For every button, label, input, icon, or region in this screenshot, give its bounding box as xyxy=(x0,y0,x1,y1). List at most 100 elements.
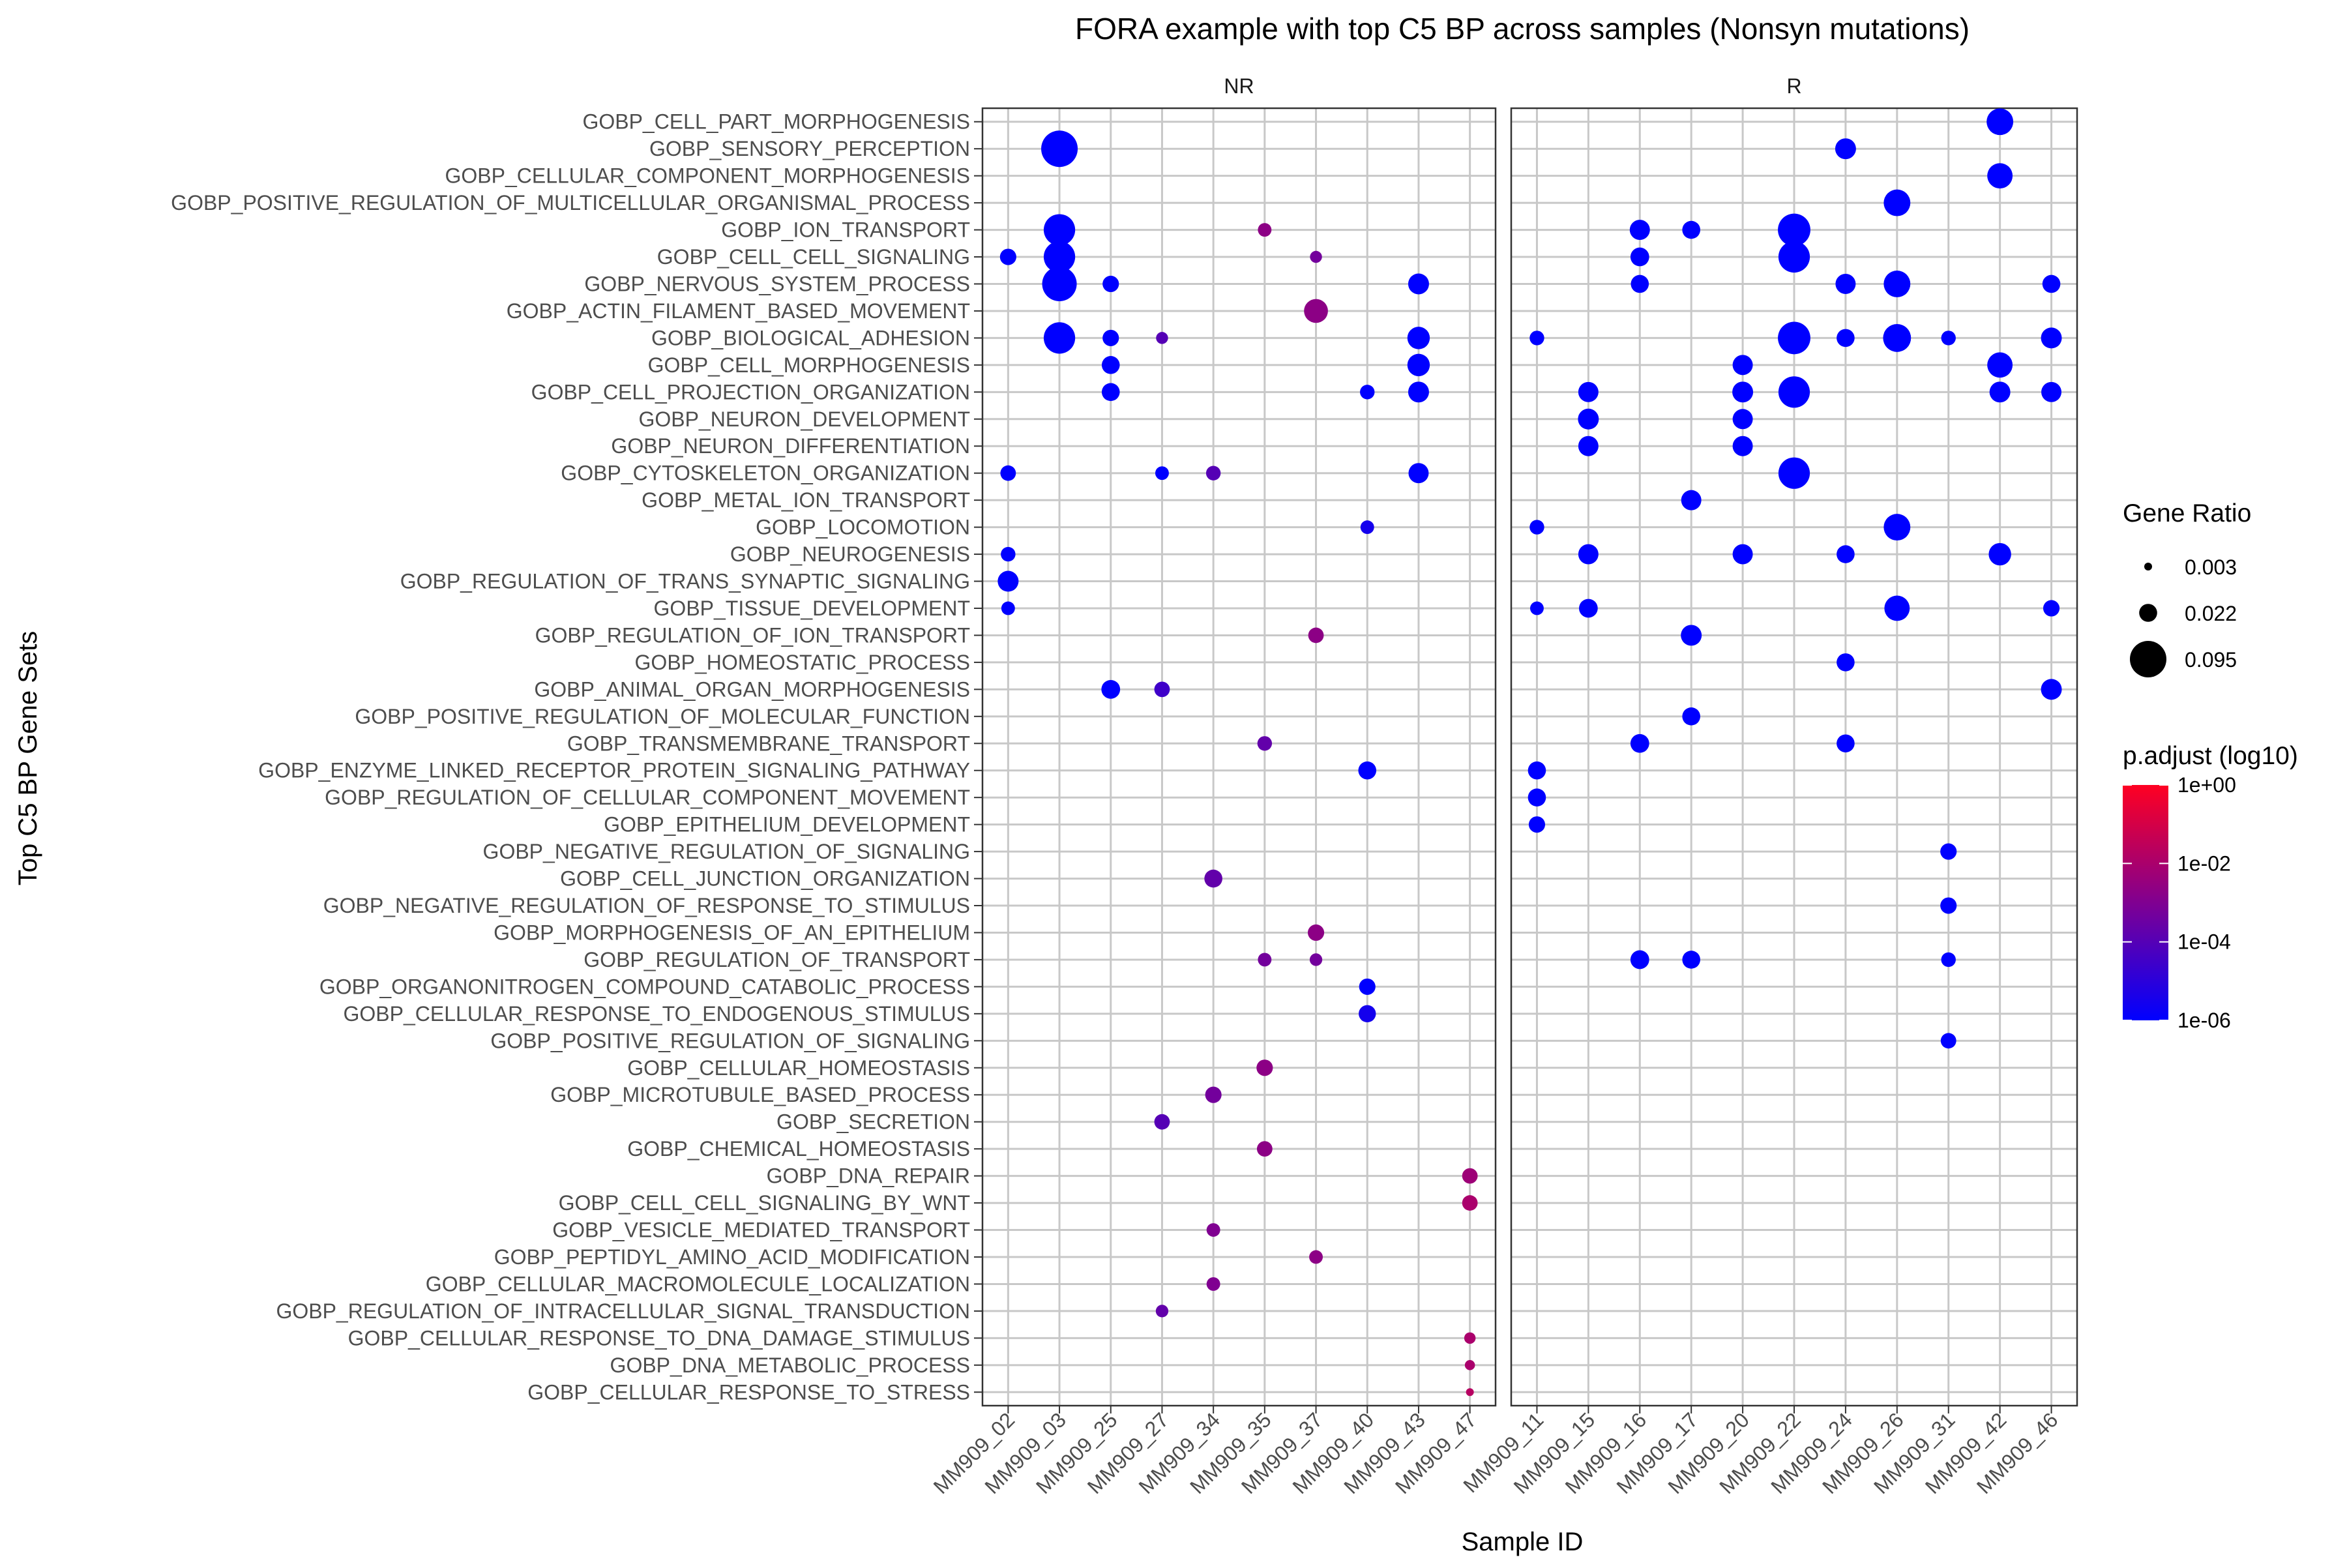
data-point xyxy=(1732,436,1753,456)
data-point xyxy=(1528,761,1546,780)
color-bar xyxy=(2123,785,2168,1020)
data-point xyxy=(1988,542,2011,566)
y-tick-label: GOBP_REGULATION_OF_TRANSPORT xyxy=(583,948,970,971)
data-point xyxy=(1987,163,2013,189)
data-point xyxy=(1001,546,1016,562)
size-legend-key xyxy=(2144,563,2152,570)
y-tick-label: GOBP_EPITHELIUM_DEVELOPMENT xyxy=(604,813,970,836)
y-tick-label: GOBP_CELL_PROJECTION_ORGANIZATION xyxy=(531,380,970,404)
y-tick-label: GOBP_BIOLOGICAL_ADHESION xyxy=(651,326,970,349)
data-point xyxy=(2043,600,2060,617)
data-point xyxy=(1578,544,1599,565)
y-tick-label: GOBP_CELL_CELL_SIGNALING xyxy=(657,245,970,269)
data-point xyxy=(1043,322,1076,354)
y-tick-label: GOBP_ION_TRANSPORT xyxy=(721,218,970,242)
data-point xyxy=(1682,220,1700,239)
data-point xyxy=(1205,1086,1222,1103)
data-point xyxy=(1778,376,1810,408)
data-point xyxy=(1309,1250,1323,1264)
y-tick-label: GOBP_CELLULAR_MACROMOLECULE_LOCALIZATION xyxy=(426,1272,970,1295)
data-point xyxy=(1206,1277,1220,1291)
data-point xyxy=(1358,761,1377,780)
y-tick-label: GOBP_NERVOUS_SYSTEM_PROCESS xyxy=(584,272,970,295)
data-point xyxy=(997,570,1019,592)
data-point xyxy=(1941,952,1956,968)
data-point xyxy=(1883,271,1911,297)
color-legend-label: 1e+00 xyxy=(2177,773,2236,797)
data-point xyxy=(1884,595,1910,621)
data-point xyxy=(1940,843,1957,860)
data-point xyxy=(1837,545,1855,563)
data-point xyxy=(1205,466,1221,481)
size-legend-key xyxy=(2139,604,2157,622)
data-point xyxy=(1529,331,1544,346)
data-point xyxy=(2041,327,2062,349)
data-point xyxy=(1360,385,1375,400)
y-tick-label: GOBP_VESICLE_MEDIATED_TRANSPORT xyxy=(552,1219,970,1242)
data-point xyxy=(1204,869,1222,888)
y-tick-label: GOBP_CELL_MORPHOGENESIS xyxy=(648,353,970,377)
data-point xyxy=(1940,897,1957,914)
data-point xyxy=(1530,601,1544,615)
data-point xyxy=(1359,1005,1376,1023)
y-tick-label: GOBP_MICROTUBULE_BASED_PROCESS xyxy=(550,1083,970,1106)
data-point xyxy=(1359,978,1376,995)
data-point xyxy=(1528,816,1546,833)
data-point xyxy=(1778,213,1810,246)
data-point xyxy=(1042,266,1077,301)
data-point xyxy=(1631,274,1649,293)
data-point xyxy=(1837,734,1855,753)
color-legend-title: p.adjust (log10) xyxy=(2123,742,2298,770)
y-tick-label: GOBP_POSITIVE_REGULATION_OF_SIGNALING xyxy=(490,1029,970,1052)
y-tick-label: GOBP_DNA_METABOLIC_PROCESS xyxy=(610,1354,970,1377)
data-point xyxy=(1732,381,1754,403)
data-point xyxy=(1155,1305,1169,1318)
y-tick-label: GOBP_NEGATIVE_REGULATION_OF_SIGNALING xyxy=(483,840,970,863)
y-tick-label: GOBP_SENSORY_PERCEPTION xyxy=(649,137,970,160)
y-tick-label: GOBP_LOCOMOTION xyxy=(756,516,970,539)
data-point xyxy=(1462,1168,1478,1184)
data-point xyxy=(1407,327,1430,349)
data-point xyxy=(1630,247,1649,267)
data-point xyxy=(999,248,1016,265)
y-tick-label: GOBP_CELLULAR_HOMEOSTASIS xyxy=(627,1056,970,1080)
size-legend-key xyxy=(2130,641,2166,677)
data-point xyxy=(1629,220,1650,241)
data-point xyxy=(1304,299,1328,323)
size-legend-label: 0.095 xyxy=(2185,648,2237,672)
data-point xyxy=(1578,436,1599,456)
y-tick-label: GOBP_CELL_JUNCTION_ORGANIZATION xyxy=(560,867,970,891)
data-point xyxy=(1257,736,1273,751)
y-tick-label: GOBP_CELL_PART_MORPHOGENESIS xyxy=(582,110,970,134)
facet-panel-nr: NR xyxy=(981,74,1497,1407)
y-tick-label: GOBP_REGULATION_OF_ION_TRANSPORT xyxy=(535,623,970,647)
data-point xyxy=(1258,953,1272,967)
y-tick-label: GOBP_CELLULAR_RESPONSE_TO_ENDOGENOUS_STI… xyxy=(344,1002,970,1026)
data-point xyxy=(1778,321,1810,355)
y-tick-label: GOBP_POSITIVE_REGULATION_OF_MULTICELLULA… xyxy=(171,191,970,214)
facet-strip-label: R xyxy=(1786,74,1801,98)
facet-panel-r: R xyxy=(1510,74,2078,1407)
data-point xyxy=(1837,653,1855,672)
y-tick-label: GOBP_MORPHOGENESIS_OF_AN_EPITHELIUM xyxy=(494,921,970,944)
data-point xyxy=(1258,223,1272,237)
y-tick-label: GOBP_METAL_ION_TRANSPORT xyxy=(642,488,970,512)
data-point xyxy=(1883,514,1911,541)
color-legend-label: 1e-06 xyxy=(2177,1009,2231,1032)
data-point xyxy=(1408,273,1429,295)
data-point xyxy=(2042,274,2061,293)
panel-border xyxy=(981,107,1497,1407)
data-point xyxy=(1835,138,1856,160)
data-point xyxy=(1529,520,1544,535)
data-point xyxy=(1101,356,1120,374)
size-legend-label: 0.003 xyxy=(2185,555,2237,579)
facet-panels: NR R xyxy=(981,74,2078,1407)
y-tick-label: GOBP_CELLULAR_RESPONSE_TO_STRESS xyxy=(527,1380,970,1404)
y-tick-label: GOBP_NEUROGENESIS xyxy=(730,542,970,566)
data-point xyxy=(1837,329,1855,348)
data-point xyxy=(1778,241,1810,273)
data-point xyxy=(1310,250,1322,263)
data-point xyxy=(1256,1141,1273,1157)
data-point xyxy=(1360,520,1374,535)
x-axis-label: Sample ID xyxy=(1462,1528,1584,1556)
